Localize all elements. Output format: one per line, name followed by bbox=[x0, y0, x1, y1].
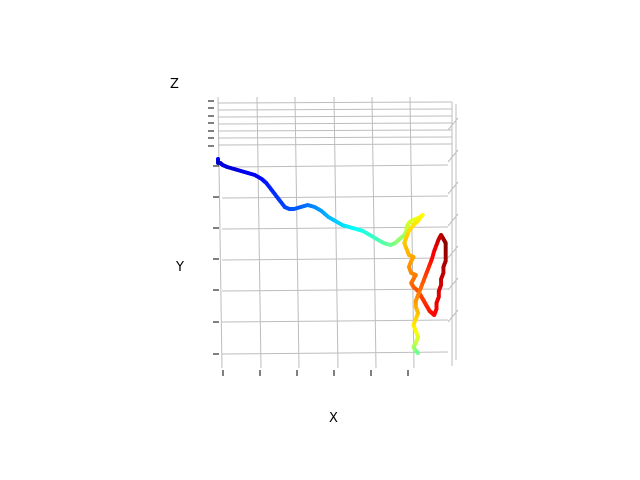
grid-line-horizontal bbox=[221, 319, 449, 323]
grid-line-z bbox=[217, 122, 453, 125]
grid bbox=[217, 96, 459, 369]
axis-ticks bbox=[208, 100, 409, 376]
grid-line-horizontal bbox=[221, 195, 449, 199]
pane-grid-right bbox=[447, 245, 459, 259]
grid-line-z bbox=[217, 101, 453, 104]
grid-line-z bbox=[217, 115, 453, 118]
pane-grid-right bbox=[447, 277, 459, 291]
data-point bbox=[416, 351, 421, 355]
pane-grid-right bbox=[447, 309, 459, 323]
grid-line-horizontal bbox=[221, 164, 449, 168]
pane-grid-right bbox=[447, 181, 459, 195]
grid-line-vertical bbox=[371, 96, 377, 369]
grid-line-z bbox=[217, 108, 453, 111]
data-points bbox=[216, 157, 448, 355]
x-axis-label: X bbox=[329, 411, 338, 426]
grid-line-z bbox=[217, 136, 453, 139]
z-axis-label: Z bbox=[170, 77, 179, 92]
grid-line-vertical bbox=[294, 96, 300, 369]
pane-grid-right bbox=[447, 117, 459, 131]
grid-line-vertical bbox=[333, 96, 339, 369]
grid-line-z bbox=[217, 143, 453, 146]
grid-line-horizontal bbox=[221, 351, 449, 355]
grid-line-horizontal bbox=[221, 257, 449, 261]
grid-line-horizontal bbox=[221, 288, 449, 292]
pane-grid-right bbox=[447, 213, 459, 227]
grid-line-vertical bbox=[256, 96, 262, 369]
grid-line-vertical bbox=[217, 96, 223, 369]
y-axis-label: Y bbox=[175, 260, 184, 275]
pane-grid-right bbox=[447, 149, 459, 163]
grid-line-z bbox=[217, 129, 453, 132]
